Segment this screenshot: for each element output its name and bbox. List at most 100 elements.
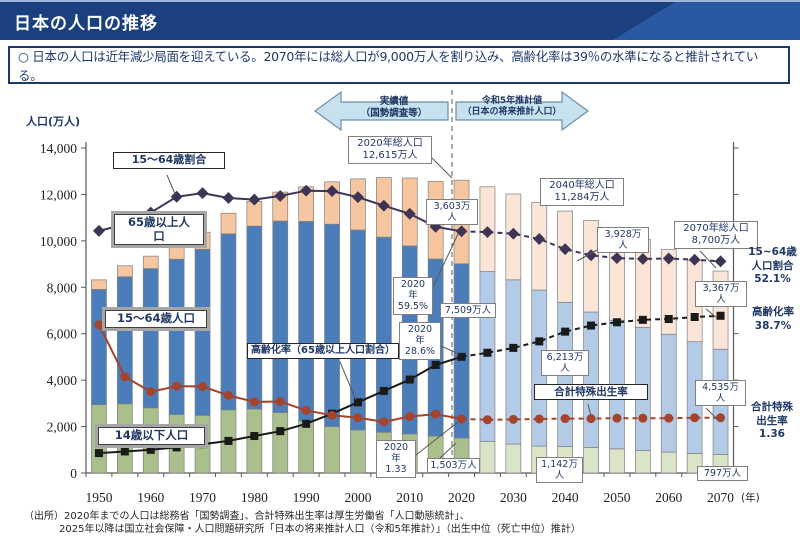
- annotation-leader: [339, 361, 357, 401]
- anno-2020-under14: 1,503万人: [427, 458, 480, 474]
- line-working-ratio-projected: [461, 230, 721, 263]
- anno-2040-working: 6,213万 人: [541, 350, 589, 377]
- marker-square: [612, 318, 621, 327]
- bar-under14-2000: [350, 429, 366, 474]
- anno-2040-65plus: 3,928万 人: [597, 227, 649, 254]
- marker-diamond: [662, 252, 675, 265]
- side-aging-rate: 高齢化率 38.7%: [752, 306, 794, 332]
- title-bar: 日本の人口の推移: [0, 0, 800, 40]
- marker-square: [690, 313, 699, 321]
- anno-2040-under14: 1,142万 人: [536, 457, 583, 484]
- marker-square: [146, 445, 155, 454]
- marker-circle: [379, 417, 389, 427]
- anno-2020-ratio: 2020 年 59.5%: [393, 277, 433, 315]
- bar-under14-2025: [479, 440, 496, 474]
- anno-2020-working: 7,509万人: [440, 303, 496, 319]
- marker-diamond: [585, 249, 597, 262]
- bar-under14-2045: [583, 447, 599, 474]
- marker-diamond: [611, 252, 623, 265]
- y-tick-label: 14,000: [40, 141, 77, 156]
- marker-diamond: [170, 190, 183, 203]
- bar-elder-2000: [350, 178, 366, 231]
- marker-circle: [301, 405, 311, 415]
- marker-circle: [690, 413, 700, 423]
- bar-under14-2060: [660, 451, 677, 474]
- bar-working-1975: [220, 233, 237, 411]
- bar-under14-1990: [298, 420, 314, 474]
- y-tick-label: 10,000: [40, 234, 77, 249]
- annotation-leader: [439, 442, 457, 459]
- annotation-leader: [432, 233, 459, 288]
- bar-elder-1965: [168, 244, 185, 260]
- marker-circle: [612, 413, 622, 423]
- x-tick-label: 1960: [137, 490, 164, 505]
- bar-working-1985: [272, 220, 289, 413]
- bar-elder-1955: [116, 265, 133, 278]
- annotation-leader: [587, 403, 592, 417]
- x-tick-label: 2060: [655, 490, 682, 505]
- x-tick-label: 1990: [293, 490, 320, 505]
- marker-circle: [120, 372, 130, 382]
- bar-working-2005: [376, 236, 392, 433]
- bar-under14-1985: [272, 412, 289, 474]
- marker-square: [302, 419, 311, 428]
- x-tick-label: 2040: [552, 490, 579, 505]
- marker-diamond: [559, 243, 572, 256]
- x-tick-label: 2010: [396, 490, 423, 505]
- marker-square: [379, 386, 388, 395]
- summary-box: ○ 日本の人口は近年減少局面を迎えている。2070年には総人口が9,000万人を…: [8, 46, 790, 84]
- marker-diamond: [714, 255, 727, 268]
- actual-values-arrow-label: 実績値 （国勢調査等）: [360, 96, 428, 119]
- y-tick-label: 4,000: [47, 373, 78, 388]
- bar-working-1955: [116, 276, 133, 405]
- marker-square: [457, 352, 466, 361]
- actual-values-arrow: [313, 90, 449, 132]
- label-65plus-pop: 65歳以上人 口: [114, 214, 204, 246]
- marker-square: [353, 398, 362, 407]
- marker-circle: [431, 409, 441, 419]
- summary-text: ○ 日本の人口は近年減少局面を迎えている。2070年には総人口が9,000万人を…: [18, 49, 759, 83]
- marker-circle: [249, 397, 259, 407]
- bar-elder-2040: [557, 210, 574, 303]
- anno-2070-under14: 797万人: [697, 466, 748, 482]
- annotation-leader: [440, 345, 460, 355]
- y-tick-label: 2,000: [47, 420, 78, 435]
- anno-2040-total: 2040年総人口 11,284万人: [540, 178, 624, 206]
- x-axis-unit: (年): [741, 492, 760, 504]
- marker-circle: [275, 397, 285, 406]
- title-bar-accent: [612, 2, 800, 40]
- marker-circle: [327, 410, 337, 420]
- marker-circle: [457, 414, 467, 424]
- anno-2020-65plus: 3,603万人: [426, 199, 478, 226]
- x-tick-label: 2030: [500, 490, 527, 505]
- bar-working-1980: [246, 225, 263, 410]
- x-tick-label: 2020: [448, 490, 475, 505]
- y-axis-title: 人口(万人): [26, 115, 81, 128]
- marker-diamond: [93, 224, 105, 237]
- marker-circle: [560, 414, 570, 424]
- annotation-leader: [699, 250, 717, 269]
- bar-under14-2050: [609, 448, 625, 474]
- marker-square: [587, 321, 596, 330]
- anno-2020-total: 2020年総人口 12,615万人: [348, 136, 432, 164]
- bar-under14-2030: [505, 443, 522, 474]
- marker-circle: [638, 413, 648, 423]
- marker-circle: [508, 414, 518, 424]
- projection-values-arrow-label: 令和5年推計値 （日本の将来推計人口）: [462, 96, 562, 118]
- annotation-leader: [166, 174, 176, 195]
- bar-elder-2060: [660, 249, 677, 335]
- marker-square: [94, 449, 103, 458]
- projection-values-arrow: [455, 90, 590, 132]
- bar-elder-1960: [142, 255, 159, 269]
- bar-working-1995: [324, 223, 340, 427]
- marker-circle: [586, 414, 596, 424]
- bar-elder-2035: [531, 202, 548, 291]
- marker-circle: [198, 381, 208, 391]
- marker-diamond: [688, 253, 701, 266]
- marker-square: [664, 315, 673, 324]
- marker-square: [405, 375, 414, 384]
- bar-working-1950: [91, 289, 107, 406]
- marker-square: [561, 327, 570, 336]
- bar-under14-1995: [324, 426, 340, 474]
